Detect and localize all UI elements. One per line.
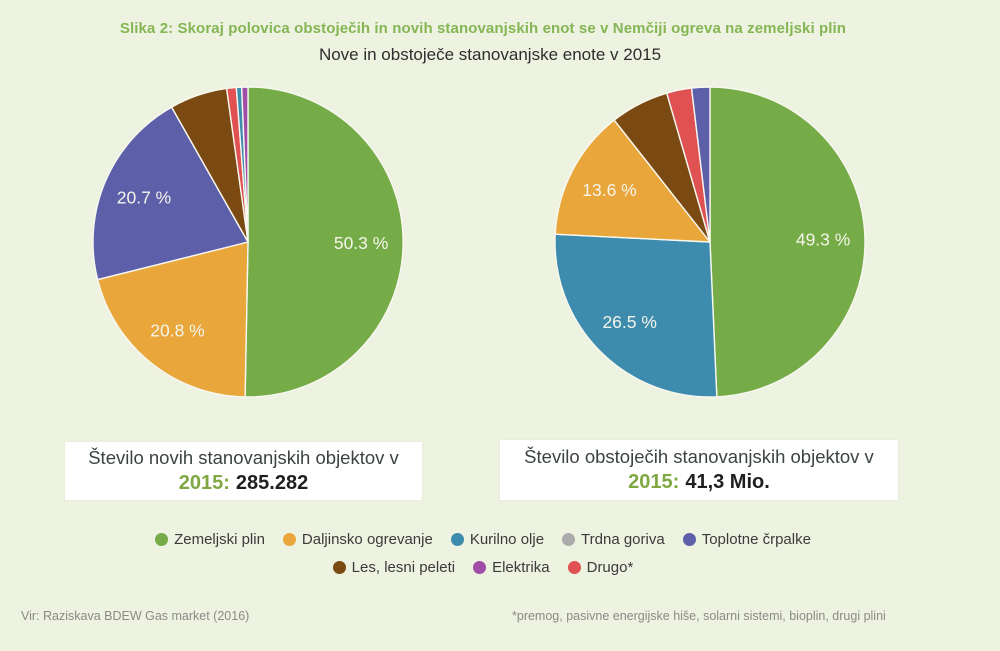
pie-slice-elektrika [240,86,249,243]
pie-slice-toplotne-rpalke [690,86,711,243]
legend-item-label: Trdna goriva [581,531,665,548]
caption-value: 285.282 [235,472,309,495]
legend-color-dot-icon [567,561,581,574]
caption-value-line: 2015: 41,3 Mio. [628,469,770,495]
legend-item-toplotne-rpalke: Toplotne črpalke [682,531,811,548]
pie-slice-toplotne-rpalke [92,106,249,281]
source-note: Vir: Raziskava BDEW Gas market (2016) [21,609,250,623]
legend-color-dot-icon [155,533,169,546]
legend-item-label: Toplotne črpalke [701,531,811,548]
legend-color-dot-icon [282,533,296,546]
legend-row: Les, lesni peleti Elektrika Drugo* [332,559,634,576]
legend-item-label: Kurilno olje [469,531,545,548]
caption-box-existing-dwellings: Število obstoječih stanovanjskih objekto… [500,440,898,500]
figure-title: Slika 2: Skoraj polovica obstoječih in n… [119,20,847,37]
pie-slice-kurilno-olje [554,233,718,398]
legend-row: Zemeljski plin Daljinsko ogrevanje Kurilno… [155,531,811,548]
pie-slice-value-label: 20.7 % [117,187,171,207]
legend-color-dot-icon [473,561,487,574]
pie-slice-daljinsko-ogrevanje [554,119,711,243]
legend-item-label: Drugo* [586,559,634,576]
caption-value: 41,3 Mio. [685,471,770,494]
legend-color-dot-icon [562,533,576,546]
legend-item-kurilno-olje: Kurilno olje [450,531,545,548]
caption-year: 2015: [628,471,680,494]
caption-text: Število novih stanovanjskih objektov v [88,446,399,468]
legend-color-dot-icon [682,533,696,546]
legend-item-label: Daljinsko ogrevanje [301,531,433,548]
legend-item-zemeljski-plin: Zemeljski plin [155,531,265,548]
legend-item-label: Zemeljski plin [174,531,265,548]
caption-text: Število obstoječih stanovanjskih objekto… [524,445,874,467]
legend-item-daljinsko-ogrevanje: Daljinsko ogrevanje [282,531,433,548]
caption-value-line: 2015: 285.282 [179,470,308,496]
legend-color-dot-icon [332,561,346,574]
legend-item-label: Les, lesni peleti [351,559,456,576]
chart-legend: Zemeljski plin Daljinsko ogrevanje Kurilno… [0,531,966,576]
pie-slice-value-label: 26.5 % [602,312,656,332]
legend-item-les-lesni-peleti: Les, lesni peleti [332,559,456,576]
pie-slice-value-label: 20.8 % [150,321,204,341]
asterisk-note: *premog, pasivne energijske hiše, solarn… [512,609,886,623]
legend-item-elektrika: Elektrika [473,559,550,576]
pie-slice-zemeljski-plin [709,86,866,398]
figure-subtitle: Nove in obstoječe stanovanjske enote v 2… [318,45,662,64]
pie-slice-value-label: 49.3 % [796,230,850,250]
pie-slice-zemeljski-plin [244,86,404,398]
caption-box-new-dwellings: Število novih stanovanjskih objektov v 2… [65,442,422,500]
pie-slice-daljinsko-ogrevanje [96,241,249,398]
legend-item-drugo: Drugo* [567,559,634,576]
legend-item-label: Elektrika [492,559,550,576]
pie-slice-value-label: 50.3 % [334,233,388,253]
pie-chart-existing-dwellings: 49.3 % 26.5 % 13.6 % [550,82,870,402]
caption-year: 2015: [178,472,230,495]
pie-chart-new-dwellings: 50.3 % 20.8 % 20.7 % [88,82,408,402]
legend-item-trdna-goriva: Trdna goriva [562,531,665,548]
pie-slice-value-label: 13.6 % [582,180,636,200]
legend-color-dot-icon [450,533,464,546]
